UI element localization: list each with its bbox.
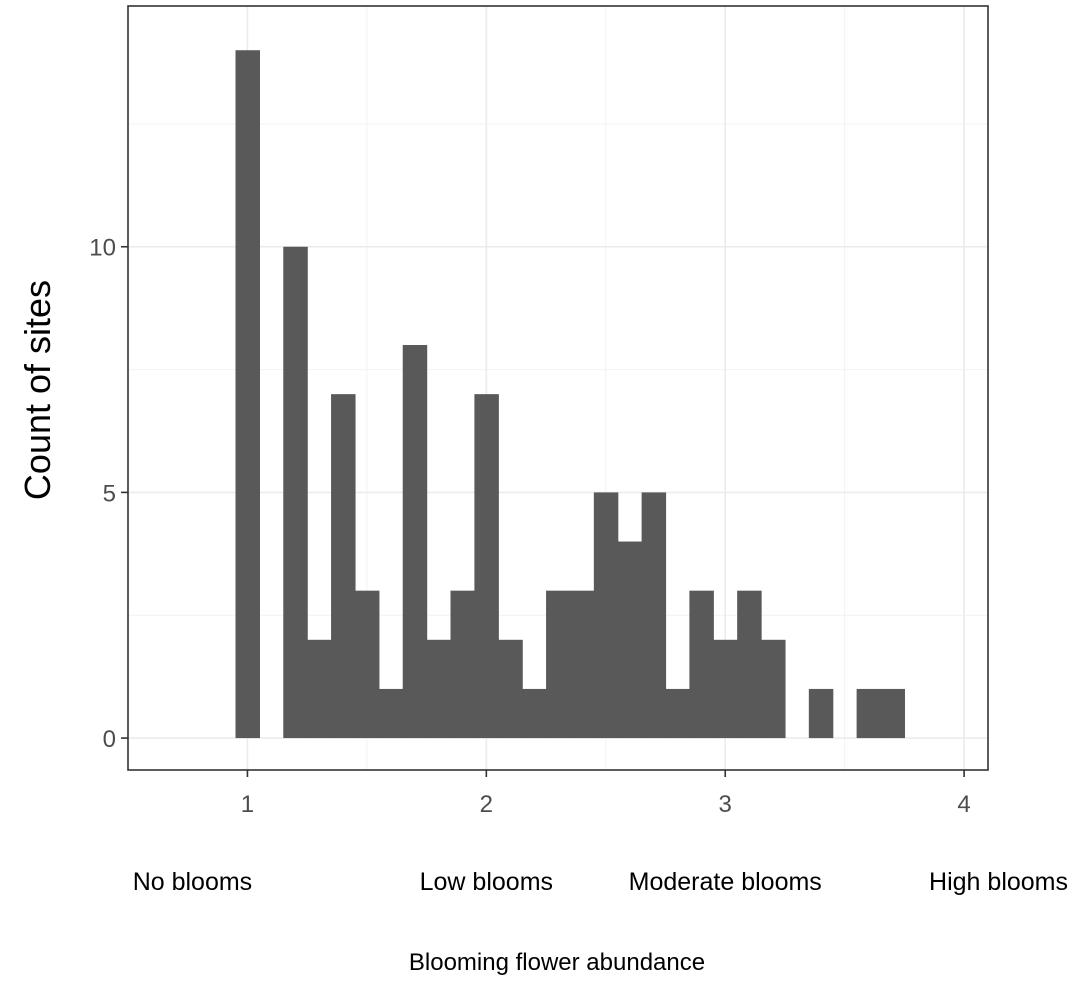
- histogram-bar: [450, 590, 475, 739]
- histogram-bar: [283, 246, 308, 739]
- y-axis-title: Count of sites: [17, 280, 58, 500]
- histogram-bar: [498, 639, 523, 739]
- histogram-bar: [761, 639, 786, 739]
- histogram-bar: [665, 688, 690, 739]
- histogram-bar: [593, 492, 619, 739]
- category-labels: No blooms Low blooms Moderate blooms High b…: [133, 868, 1068, 896]
- y-tick-label: 5: [103, 480, 116, 507]
- histogram-bar: [402, 345, 428, 739]
- x-tick-label: 2: [480, 791, 493, 818]
- histogram-bar: [617, 541, 643, 739]
- x-tick-label: 4: [957, 791, 970, 818]
- x-tick-label: 3: [719, 791, 732, 818]
- histogram-bar: [641, 492, 667, 739]
- plot-panel-border: [127, 5, 989, 771]
- histogram-bar: [546, 590, 571, 739]
- histogram-bar: [856, 688, 882, 739]
- histogram-bar: [808, 688, 834, 739]
- y-tick-label: 10: [89, 235, 116, 262]
- histogram-bar: [235, 50, 260, 739]
- histogram-bar: [689, 590, 714, 739]
- histogram-bar: [331, 394, 356, 739]
- category-label: Moderate blooms: [629, 868, 822, 896]
- category-label: High blooms: [929, 868, 1068, 896]
- histogram-bar: [522, 688, 547, 739]
- category-label: No blooms: [133, 868, 253, 896]
- histogram-bar: [880, 688, 905, 739]
- histogram-bar: [713, 639, 738, 739]
- histogram-bars: [235, 50, 905, 739]
- x-axis: 1 2 3 4: [241, 770, 971, 818]
- histogram-bar: [354, 590, 380, 739]
- histogram-bar: [378, 688, 404, 739]
- x-tick-label: 1: [241, 791, 254, 818]
- y-axis: 0 5 10: [89, 235, 128, 753]
- histogram-bar: [737, 590, 762, 739]
- histogram-bar: [426, 639, 452, 739]
- category-label: Low blooms: [420, 868, 553, 896]
- histogram-bar: [474, 394, 499, 739]
- histogram-bar: [569, 590, 595, 739]
- y-tick-label: 0: [103, 726, 116, 753]
- x-axis-title: Blooming flower abundance: [409, 949, 705, 976]
- histogram-bar: [307, 639, 332, 739]
